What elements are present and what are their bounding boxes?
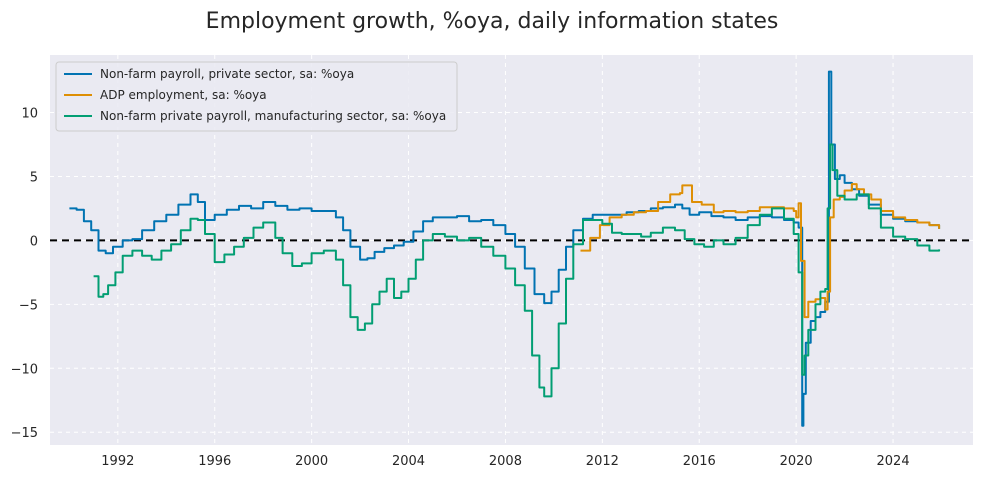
y-axis-ticks: −15 −10 −5 0 5 10 bbox=[11, 107, 38, 442]
x-tick-label: 2020 bbox=[780, 454, 813, 469]
legend-label-manufacturing: Non-farm private payroll, manufacturing … bbox=[100, 109, 446, 123]
series-lines bbox=[69, 70, 941, 427]
chart-title: Employment growth, %oya, daily informati… bbox=[206, 9, 779, 34]
series-line-0 bbox=[69, 70, 941, 427]
x-tick-label: 1996 bbox=[198, 454, 231, 469]
x-tick-label: 2008 bbox=[489, 454, 522, 469]
y-tick-label: −10 bbox=[11, 362, 38, 377]
x-tick-label: 2012 bbox=[586, 454, 619, 469]
x-axis-ticks: 1992 1996 2000 2004 2008 2012 2016 2020 2024 bbox=[101, 454, 909, 469]
x-tick-label: 1992 bbox=[101, 454, 134, 469]
y-tick-label: 5 bbox=[30, 170, 38, 185]
legend-label-nonfarm-private: Non-farm payroll, private sector, sa: %o… bbox=[100, 67, 354, 81]
x-tick-label: 2004 bbox=[392, 454, 425, 469]
x-tick-label: 2024 bbox=[877, 454, 910, 469]
legend-box bbox=[55, 61, 458, 132]
y-tick-label: 0 bbox=[30, 234, 38, 249]
legend-label-adp: ADP employment, sa: %oya bbox=[100, 88, 267, 102]
y-tick-label: −5 bbox=[19, 298, 38, 313]
x-tick-label: 2016 bbox=[683, 454, 716, 469]
series-line-2 bbox=[93, 143, 941, 398]
legend: Non-farm payroll, private sector, sa: %o… bbox=[55, 61, 458, 132]
y-tick-label: 10 bbox=[21, 107, 38, 122]
y-tick-label: −15 bbox=[11, 426, 38, 441]
x-tick-label: 2000 bbox=[295, 454, 328, 469]
